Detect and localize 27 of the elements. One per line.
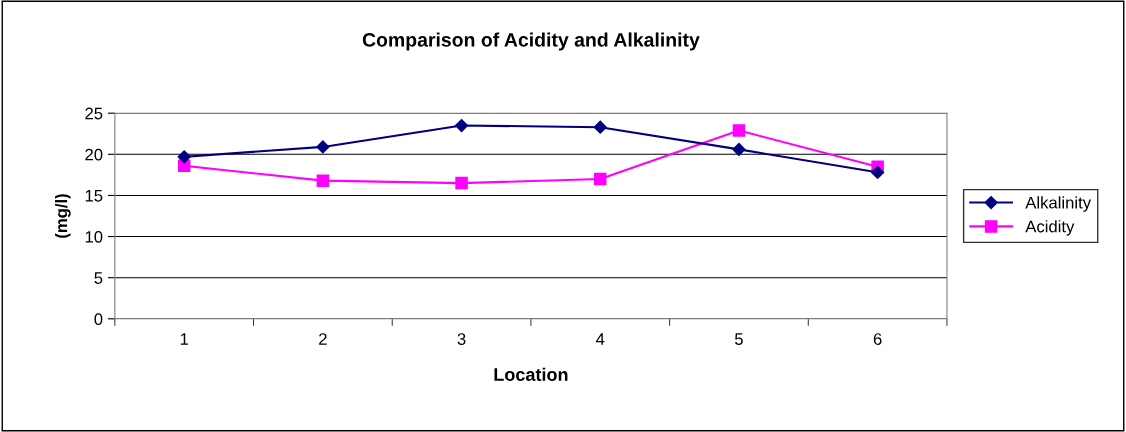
x-tick-label: 6	[873, 333, 882, 345]
x-tick-label: 1	[180, 333, 189, 345]
x-tick-label: 5	[734, 333, 743, 345]
point	[454, 118, 469, 133]
y-tick-label: 10	[85, 230, 103, 243]
point	[455, 176, 468, 190]
point	[177, 150, 191, 164]
y-axis-title: (mg/l)	[55, 194, 71, 238]
legend-label: Alkalinity	[1025, 196, 1092, 212]
x-tick-label: 4	[596, 333, 605, 345]
y-tick-label: 20	[85, 148, 103, 161]
point	[593, 120, 607, 134]
point	[316, 140, 330, 154]
legend-label: Acidity	[1025, 220, 1075, 236]
x-tick-label: 2	[319, 333, 327, 345]
chart-title: Comparison of Acidity and Alkalinity	[362, 32, 700, 51]
x-axis-title: Location	[494, 367, 568, 381]
point	[732, 142, 746, 156]
y-tick-label: 5	[94, 272, 103, 284]
y-tick-label: 15	[85, 190, 103, 202]
y-tick-label: 25	[85, 107, 103, 120]
point	[594, 172, 607, 186]
point	[732, 124, 746, 137]
point	[871, 165, 885, 179]
x-tick-label: 3	[457, 333, 466, 345]
point	[316, 174, 330, 187]
y-tick-label: 0	[94, 313, 103, 326]
